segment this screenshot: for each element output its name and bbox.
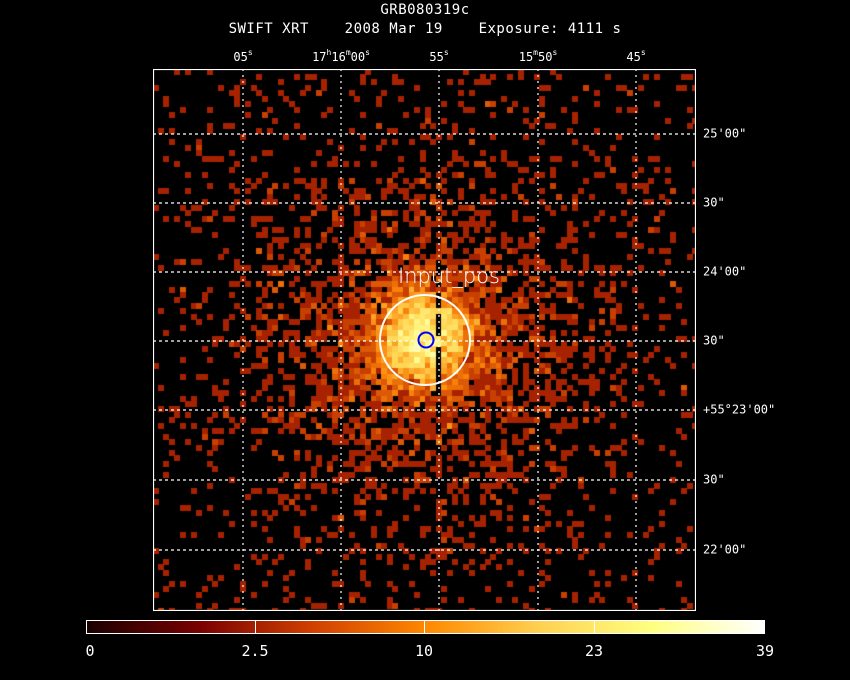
colorbar-tick bbox=[594, 620, 595, 634]
image-title: GRB080319c bbox=[380, 2, 470, 18]
dec-tick-label: 25'00" bbox=[703, 126, 747, 141]
input-position-marker[interactable] bbox=[417, 331, 435, 349]
colorbar-label: 2.5 bbox=[241, 642, 269, 660]
plot-frame bbox=[153, 69, 696, 611]
grid-lines bbox=[153, 69, 696, 611]
source-region-circle[interactable] bbox=[379, 294, 471, 386]
ra-tick-label: 05s bbox=[233, 48, 253, 64]
colorbar bbox=[86, 620, 765, 634]
colorbar-tick bbox=[424, 620, 425, 634]
dec-tick-label: 30" bbox=[703, 333, 725, 348]
colorbar-label: 0 bbox=[85, 642, 95, 660]
colorbar-tick bbox=[255, 620, 256, 634]
ra-tick-label: 45s bbox=[626, 48, 646, 64]
dec-tick-label: 22'00" bbox=[703, 542, 747, 557]
region-label: Input_pos bbox=[398, 264, 500, 288]
dec-tick-label: 30" bbox=[703, 472, 725, 487]
sky-image-panel[interactable]: Input_pos bbox=[153, 69, 696, 611]
coordinate-grid-overlay: Input_pos bbox=[153, 69, 696, 611]
observation-info: SWIFT XRT 2008 Mar 19 Exposure: 4111 s bbox=[0, 21, 850, 37]
dec-tick-label: +55°23'00" bbox=[703, 402, 776, 417]
exposure: Exposure: 4111 s bbox=[478, 21, 622, 37]
colorbar-label: 23 bbox=[584, 642, 604, 660]
colorbar-gradient bbox=[86, 620, 765, 634]
instrument: SWIFT XRT bbox=[228, 21, 309, 37]
dec-tick-label: 30" bbox=[703, 195, 725, 210]
dec-tick-label: 24'00" bbox=[703, 264, 747, 279]
ra-tick-label: 55s bbox=[429, 48, 449, 64]
colorbar-label: 10 bbox=[414, 642, 434, 660]
observation-date: 2008 Mar 19 bbox=[344, 21, 443, 37]
colorbar-label: 39 bbox=[755, 642, 775, 660]
ra-tick-label: 17h16m00s bbox=[312, 48, 370, 64]
ra-tick-label: 15m50s bbox=[518, 48, 558, 64]
